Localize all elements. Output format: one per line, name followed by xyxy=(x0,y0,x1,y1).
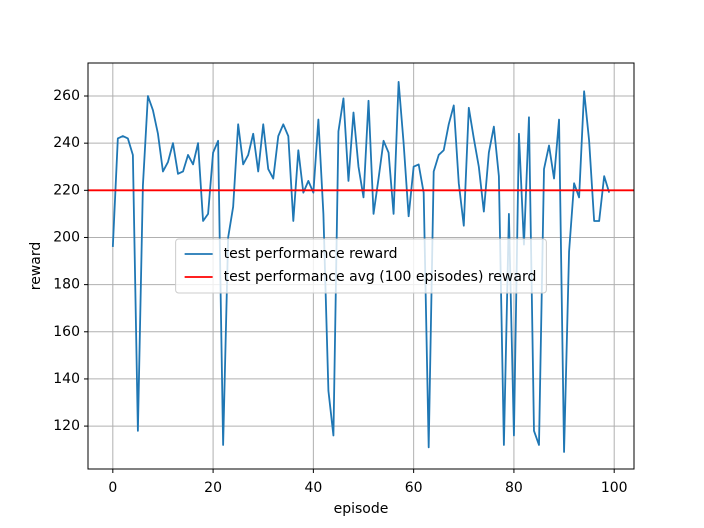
legend-box xyxy=(175,238,547,294)
x-axis-label: episode xyxy=(334,501,389,517)
y-axis-label: reward xyxy=(28,242,44,291)
y-tick-label: 160 xyxy=(53,324,80,340)
plot-frame xyxy=(87,62,635,470)
y-tick-label: 220 xyxy=(53,182,80,198)
legend-label: test performance reward xyxy=(224,246,398,262)
legend: test performance reward test performance … xyxy=(175,238,547,294)
x-tick-label: 40 xyxy=(304,480,322,496)
x-tick-label: 100 xyxy=(601,480,628,496)
y-tick-label: 180 xyxy=(53,277,80,293)
y-tick-label: 200 xyxy=(53,229,80,245)
x-tick-label: 80 xyxy=(505,480,523,496)
y-tick-label: 240 xyxy=(53,135,80,151)
legend-label: test performance avg (100 episodes) rewa… xyxy=(224,269,537,285)
y-tick-label: 140 xyxy=(53,371,80,387)
data-line xyxy=(111,80,611,453)
y-tick-label: 260 xyxy=(53,88,80,104)
x-tick-label: 0 xyxy=(108,480,117,496)
x-tick-label: 60 xyxy=(405,480,423,496)
y-tick-label: 120 xyxy=(53,418,80,434)
x-tick-label: 20 xyxy=(204,480,222,496)
